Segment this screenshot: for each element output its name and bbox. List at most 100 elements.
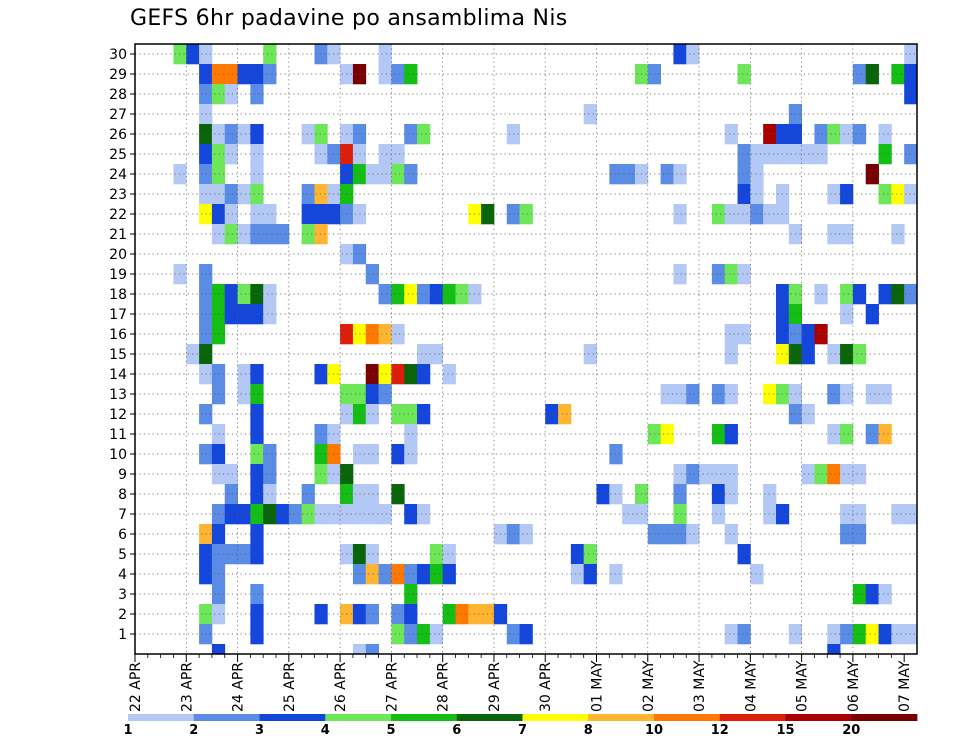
cell-152 <box>737 264 751 285</box>
colorbar-swatch-1 <box>193 714 260 721</box>
cell-54 <box>840 124 854 145</box>
cell-312 <box>250 504 264 525</box>
cell-229 <box>660 384 674 405</box>
colorbar-swatch-9 <box>719 714 786 721</box>
cell-148 <box>365 264 379 285</box>
cell-45 <box>404 124 418 145</box>
cell-368 <box>417 564 431 585</box>
x-tick-label-1: 23 APR <box>179 662 195 712</box>
x-tick-label-12: 04 MAY <box>743 660 759 712</box>
plot-frame <box>134 43 918 655</box>
cell-55 <box>852 124 867 145</box>
cell-268 <box>250 444 264 465</box>
cell-209 <box>852 344 867 365</box>
cell-100 <box>314 184 328 205</box>
cell-250 <box>558 404 572 425</box>
cell-58 <box>211 144 226 165</box>
cell-99 <box>301 184 315 205</box>
cell-86 <box>609 164 623 185</box>
cell-217 <box>378 364 392 385</box>
cell-321 <box>365 504 379 525</box>
y-tick-label-14: 14 <box>109 367 127 383</box>
cell-189 <box>365 324 379 345</box>
cell-150 <box>711 264 726 285</box>
cell-314 <box>276 504 290 525</box>
cell-349 <box>211 544 226 565</box>
cell-91 <box>737 164 751 185</box>
cell-307 <box>724 484 738 505</box>
cell-65 <box>378 144 392 165</box>
colorbar: 1 2 3 4 5 6 7 8 10 12 15 20 <box>123 714 918 738</box>
cell-128 <box>737 204 751 225</box>
cell-323 <box>404 504 418 525</box>
y-tick-label-9: 9 <box>118 467 127 483</box>
cell-142 <box>840 224 854 245</box>
cell-19 <box>391 64 405 85</box>
cell-164 <box>442 284 456 305</box>
cell-103 <box>737 184 751 205</box>
cell-227 <box>365 384 379 405</box>
cell-388 <box>391 604 405 625</box>
cell-162 <box>417 284 431 305</box>
cell-249 <box>545 404 559 425</box>
cell-407 <box>840 624 854 645</box>
y-tick-label-29: 29 <box>109 67 127 83</box>
cell-193 <box>737 324 751 345</box>
cell-306 <box>711 484 726 505</box>
cell-29 <box>211 84 226 105</box>
cell-305 <box>673 484 687 505</box>
cell-396 <box>250 624 264 645</box>
cell-237 <box>827 384 841 405</box>
cell-183 <box>840 304 854 325</box>
cell-261 <box>724 424 738 445</box>
cell-170 <box>840 284 854 305</box>
chart-title: GEFS 6hr padavine po ansamblima Nis <box>130 6 568 31</box>
cell-23 <box>737 64 751 85</box>
cell-177 <box>224 304 238 325</box>
cell-154 <box>211 284 226 305</box>
cell-358 <box>570 544 585 565</box>
cell-123 <box>506 204 520 225</box>
cell-379 <box>865 584 879 605</box>
cell-233 <box>724 384 738 405</box>
cell-114 <box>250 204 264 225</box>
cell-218 <box>391 364 405 385</box>
y-tick-label-16: 16 <box>109 327 127 343</box>
cell-340 <box>519 524 533 545</box>
y-tick-label-27: 27 <box>109 107 127 123</box>
cell-380 <box>878 584 892 605</box>
y-tick-label-6: 6 <box>118 527 127 543</box>
cell-157 <box>250 284 264 305</box>
cell-412 <box>904 624 918 645</box>
y-tick-label-24: 24 <box>109 167 127 183</box>
cell-293 <box>852 464 867 485</box>
cell-336 <box>211 524 226 545</box>
cell-401 <box>506 624 520 645</box>
cell-216 <box>365 364 379 385</box>
cell-6 <box>378 44 392 65</box>
cell-149 <box>673 264 687 285</box>
cell-302 <box>596 484 610 505</box>
cell-416 <box>827 644 841 655</box>
cell-20 <box>404 64 418 85</box>
cell-328 <box>711 504 726 525</box>
x-tick-label-10: 02 MAY <box>641 660 657 712</box>
cell-190 <box>378 324 392 345</box>
x-tick-label-2: 24 APR <box>231 662 247 712</box>
cell-367 <box>404 564 418 585</box>
cell-74 <box>878 144 892 165</box>
cell-27 <box>904 64 918 85</box>
colorbar-label-7: 8 <box>584 723 593 738</box>
cell-255 <box>314 424 328 445</box>
cell-270 <box>314 444 328 465</box>
cell-337 <box>250 524 264 545</box>
cell-257 <box>404 424 418 445</box>
cell-61 <box>314 144 328 165</box>
cell-376 <box>250 584 264 605</box>
cell-211 <box>211 364 226 385</box>
cell-109 <box>891 184 905 205</box>
cell-397 <box>391 624 405 645</box>
cell-11 <box>211 64 226 85</box>
cell-39 <box>237 124 251 145</box>
cell-413 <box>211 644 226 655</box>
